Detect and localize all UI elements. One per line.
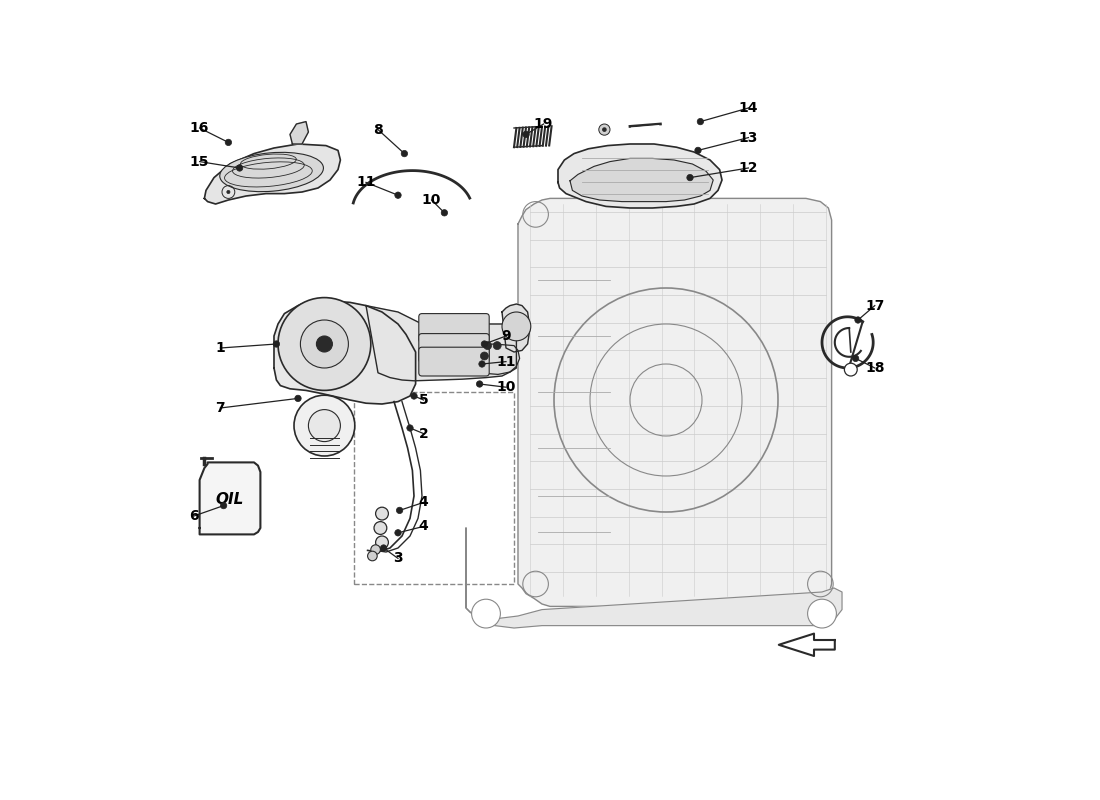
Circle shape bbox=[476, 381, 483, 387]
Text: 15: 15 bbox=[190, 154, 209, 169]
Text: 4: 4 bbox=[419, 495, 429, 510]
Circle shape bbox=[522, 131, 529, 138]
Text: 19: 19 bbox=[534, 117, 553, 131]
Text: 9: 9 bbox=[502, 329, 510, 343]
FancyBboxPatch shape bbox=[419, 347, 490, 376]
Circle shape bbox=[294, 395, 355, 456]
Polygon shape bbox=[466, 528, 842, 628]
Circle shape bbox=[478, 361, 485, 367]
Circle shape bbox=[375, 536, 388, 549]
Circle shape bbox=[603, 128, 606, 131]
Circle shape bbox=[367, 551, 377, 561]
Circle shape bbox=[493, 342, 502, 350]
Circle shape bbox=[472, 599, 500, 628]
Circle shape bbox=[227, 190, 230, 194]
Polygon shape bbox=[570, 158, 713, 202]
Circle shape bbox=[375, 507, 388, 520]
Circle shape bbox=[481, 352, 488, 360]
Text: 1: 1 bbox=[216, 341, 225, 355]
Circle shape bbox=[396, 507, 403, 514]
FancyBboxPatch shape bbox=[419, 334, 490, 362]
Text: 10: 10 bbox=[496, 380, 516, 394]
Circle shape bbox=[295, 395, 301, 402]
Text: 5: 5 bbox=[419, 393, 429, 407]
Circle shape bbox=[300, 320, 349, 368]
Polygon shape bbox=[366, 306, 516, 381]
Circle shape bbox=[236, 165, 243, 171]
Circle shape bbox=[395, 192, 402, 198]
Circle shape bbox=[695, 147, 701, 154]
Circle shape bbox=[407, 425, 414, 431]
Circle shape bbox=[502, 312, 531, 341]
Circle shape bbox=[855, 317, 861, 323]
FancyBboxPatch shape bbox=[419, 314, 490, 342]
Text: 7: 7 bbox=[216, 401, 225, 415]
Text: 3: 3 bbox=[393, 551, 403, 566]
Polygon shape bbox=[518, 198, 832, 606]
Bar bbox=[354, 392, 514, 584]
Polygon shape bbox=[290, 122, 308, 144]
Polygon shape bbox=[205, 144, 340, 204]
Circle shape bbox=[481, 341, 487, 347]
Text: OIL: OIL bbox=[216, 493, 244, 507]
Text: 14: 14 bbox=[739, 101, 758, 115]
Text: 10: 10 bbox=[422, 193, 441, 207]
Text: 2: 2 bbox=[419, 426, 429, 441]
Circle shape bbox=[598, 124, 611, 135]
Ellipse shape bbox=[220, 152, 323, 192]
Circle shape bbox=[381, 545, 387, 551]
Text: 6: 6 bbox=[189, 509, 199, 523]
Circle shape bbox=[226, 139, 232, 146]
Polygon shape bbox=[466, 344, 519, 374]
Circle shape bbox=[395, 530, 402, 536]
Circle shape bbox=[278, 298, 371, 390]
Polygon shape bbox=[274, 301, 416, 404]
Circle shape bbox=[273, 341, 279, 347]
Circle shape bbox=[374, 522, 387, 534]
Text: 13: 13 bbox=[739, 130, 758, 145]
Polygon shape bbox=[558, 144, 722, 208]
Circle shape bbox=[697, 118, 704, 125]
Text: 4: 4 bbox=[419, 519, 429, 534]
Circle shape bbox=[686, 174, 693, 181]
Text: 11: 11 bbox=[356, 175, 376, 190]
Text: 16: 16 bbox=[190, 121, 209, 135]
Circle shape bbox=[220, 502, 227, 509]
Polygon shape bbox=[199, 462, 261, 534]
Polygon shape bbox=[779, 634, 835, 656]
Circle shape bbox=[807, 599, 836, 628]
Circle shape bbox=[308, 410, 340, 442]
Circle shape bbox=[402, 150, 408, 157]
Circle shape bbox=[852, 355, 859, 362]
Circle shape bbox=[317, 336, 332, 352]
Text: 11: 11 bbox=[496, 354, 516, 369]
Circle shape bbox=[845, 363, 857, 376]
Text: 8: 8 bbox=[373, 122, 383, 137]
Circle shape bbox=[441, 210, 448, 216]
Circle shape bbox=[371, 545, 381, 554]
Circle shape bbox=[484, 342, 492, 350]
Text: 12: 12 bbox=[739, 161, 758, 175]
Circle shape bbox=[410, 393, 417, 399]
Text: 17: 17 bbox=[865, 298, 884, 313]
Polygon shape bbox=[502, 304, 530, 352]
Text: 18: 18 bbox=[865, 361, 884, 375]
